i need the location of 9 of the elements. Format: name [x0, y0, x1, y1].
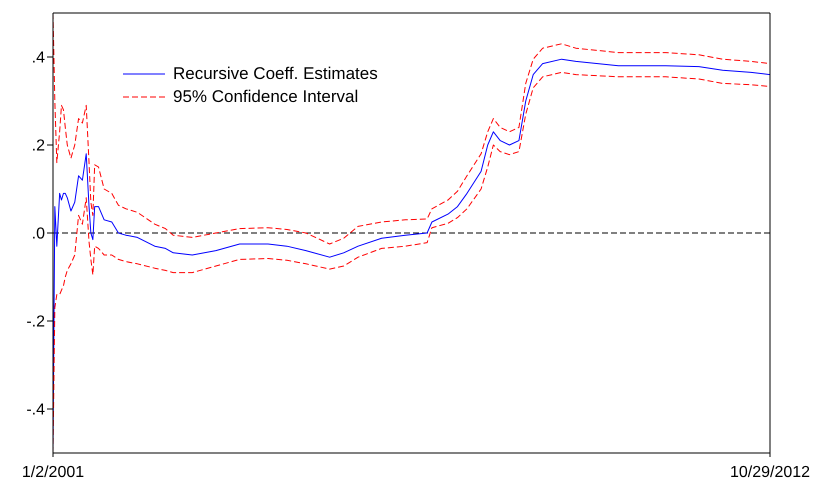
y-tick-label: -.4 [26, 402, 46, 419]
legend-label: 95% Confidence Interval [173, 86, 358, 108]
x-tick-label: 1/2/2001 [22, 464, 84, 481]
y-tick-label: -.2 [26, 314, 46, 331]
y-tick-label: .2 [32, 138, 46, 155]
y-tick-label: .0 [32, 226, 46, 243]
x-tick-label: 10/29/2012 [730, 464, 810, 481]
legend-label: Recursive Coeff. Estimates [173, 63, 378, 85]
y-tick-label: .4 [32, 50, 46, 67]
